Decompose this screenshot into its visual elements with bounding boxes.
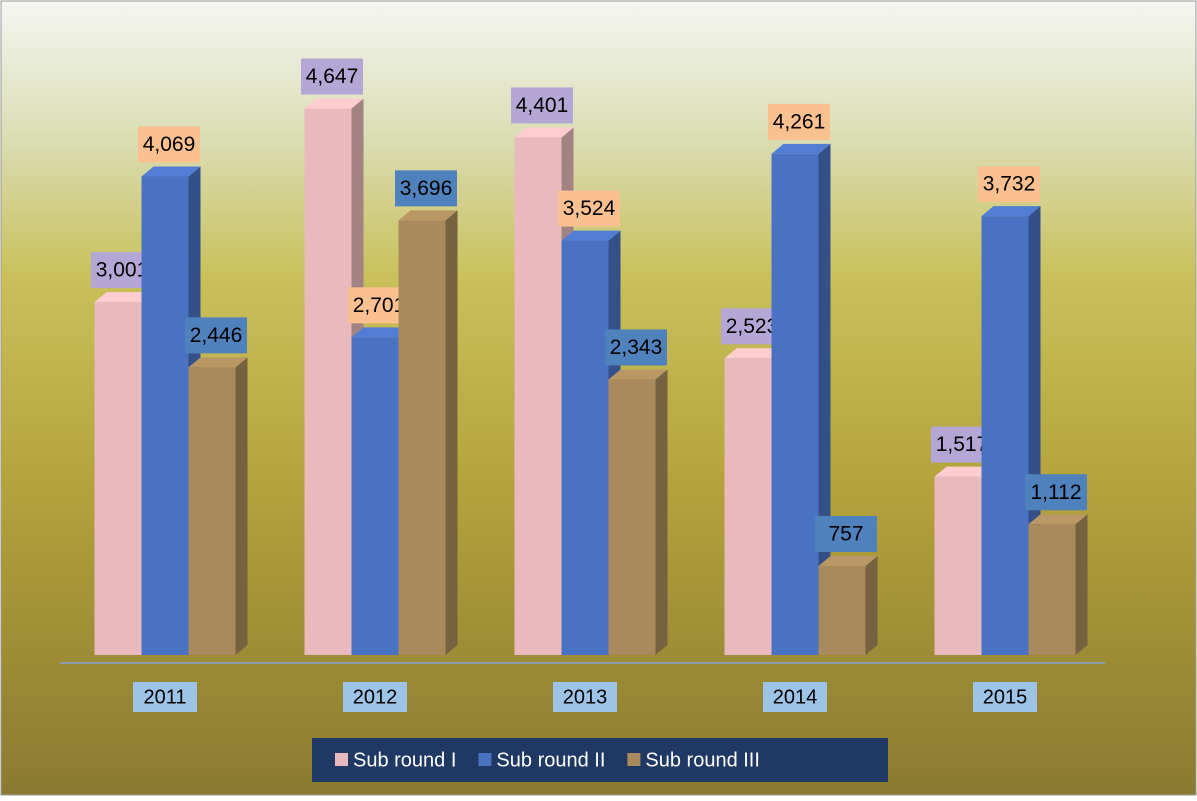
legend <box>312 738 888 782</box>
value-label-box <box>185 317 247 354</box>
legend-label: Sub round I <box>353 749 456 771</box>
bar-top <box>94 292 154 303</box>
bar-front <box>94 302 142 655</box>
bar-front <box>514 137 562 656</box>
value-label: 3,732 <box>983 173 1036 196</box>
bar-side <box>865 555 878 655</box>
x-tick-label: 2014 <box>773 686 818 708</box>
category-box <box>973 682 1037 712</box>
bar-top <box>724 348 784 359</box>
bar-top <box>398 210 458 221</box>
bar <box>188 357 248 655</box>
bar <box>514 127 574 656</box>
bar-side <box>1075 514 1088 655</box>
bar-top <box>514 127 574 138</box>
category-box <box>343 682 407 712</box>
bar-top <box>351 327 411 338</box>
value-label: 1,517 <box>936 433 989 456</box>
value-label: 3,696 <box>400 177 453 200</box>
bar <box>608 369 668 655</box>
bar-top <box>934 466 994 477</box>
value-label-box <box>138 126 200 163</box>
bar-side <box>235 357 248 655</box>
bar-side <box>655 369 668 655</box>
bar-front <box>1028 524 1076 655</box>
value-label: 3,001 <box>96 259 149 282</box>
bar-top <box>771 143 831 154</box>
bar-front <box>724 358 772 655</box>
bar-front <box>141 176 189 655</box>
bar-front <box>398 220 446 655</box>
value-label: 757 <box>828 523 863 546</box>
bar-front <box>561 240 609 655</box>
bar-front <box>351 337 399 655</box>
value-label-box <box>768 103 830 140</box>
bar-top <box>981 206 1041 217</box>
bar <box>818 555 878 655</box>
bar <box>1028 514 1088 655</box>
value-label: 4,401 <box>516 94 569 117</box>
legend-label: Sub round II <box>496 749 605 771</box>
value-label: 4,261 <box>773 110 826 133</box>
value-label-box <box>301 58 363 95</box>
bar <box>398 210 458 655</box>
x-tick-label: 2012 <box>353 686 398 708</box>
bar-front <box>981 216 1029 655</box>
legend-label: Sub round III <box>645 749 760 771</box>
category-box <box>763 682 827 712</box>
x-tick-label: 2011 <box>143 686 186 708</box>
value-label-box <box>395 170 457 207</box>
bar-front <box>818 565 866 655</box>
x-tick-label: 2013 <box>563 686 608 708</box>
category-box <box>133 682 197 712</box>
bar-side <box>445 210 458 655</box>
bar <box>304 98 364 655</box>
legend-swatch <box>335 753 348 766</box>
value-label: 2,701 <box>353 294 406 317</box>
bar-top <box>304 98 364 109</box>
value-label: 4,069 <box>143 133 196 156</box>
bar-top <box>141 166 201 177</box>
bar-top <box>1028 514 1088 525</box>
value-label: 2,523 <box>726 315 779 338</box>
category-box <box>553 682 617 712</box>
bar-front <box>304 108 352 655</box>
value-label-box <box>605 329 667 366</box>
x-tick-label: 2015 <box>983 686 1028 708</box>
bar-top <box>818 555 878 566</box>
value-label: 1,112 <box>1031 481 1082 504</box>
legend-swatch <box>478 753 492 766</box>
value-label-box <box>1025 474 1087 511</box>
bar-top <box>188 357 248 368</box>
value-label: 4,647 <box>306 65 359 88</box>
value-label-box <box>815 515 877 552</box>
bar-front <box>771 153 819 655</box>
value-label: 2,446 <box>190 324 243 347</box>
legend-swatch <box>627 753 641 766</box>
value-label-box <box>978 166 1040 203</box>
bar-front <box>608 379 656 655</box>
bar-front <box>188 367 236 655</box>
value-label-box <box>511 87 573 124</box>
bar-top <box>608 369 668 380</box>
bar-front <box>934 476 982 655</box>
value-label-box <box>558 190 620 227</box>
value-label: 2,343 <box>610 336 663 359</box>
value-label: 3,524 <box>563 197 616 220</box>
bar-top <box>561 230 621 241</box>
